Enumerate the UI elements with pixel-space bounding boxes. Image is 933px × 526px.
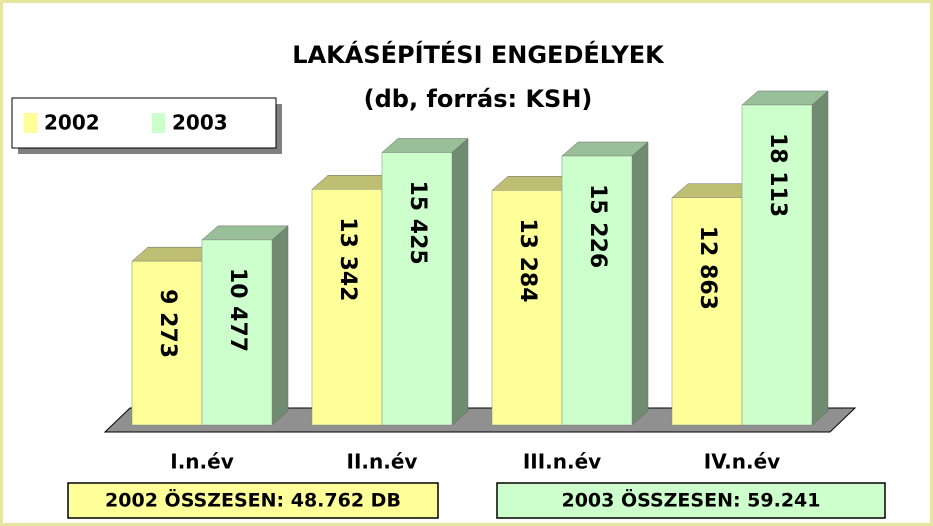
x-tick-label: IV.n.év <box>704 450 780 474</box>
value-label: 10 477 <box>225 268 250 352</box>
bar <box>671 197 743 426</box>
legend-label: 2002 <box>44 111 100 135</box>
value-label: 13 284 <box>515 218 540 302</box>
value-label: 15 226 <box>585 184 610 268</box>
floor <box>103 407 857 433</box>
bar <box>311 189 383 426</box>
x-tick-label: III.n.év <box>523 450 601 474</box>
bar-side <box>811 90 829 426</box>
value-label: 18 113 <box>765 133 790 217</box>
total-label: 2002 ÖSSZESEN: 48.762 DB <box>105 488 401 512</box>
bar <box>561 155 633 426</box>
bar-side <box>271 225 289 426</box>
x-tick-label: I.n.év <box>170 450 233 474</box>
bar-side <box>631 141 649 426</box>
legend-label: 2003 <box>172 111 228 135</box>
bar <box>741 104 813 426</box>
value-label: 12 863 <box>695 226 720 310</box>
value-label: 15 425 <box>405 180 430 264</box>
chart-title: LAKÁSÉPÍTÉSI ENGEDÉLYEK <box>292 40 665 69</box>
total-label: 2003 ÖSSZESEN: 59.241 <box>561 488 820 512</box>
legend-swatch <box>152 113 165 133</box>
total-box <box>496 482 886 519</box>
bar <box>381 152 453 426</box>
bar <box>491 190 563 426</box>
chart-subtitle: (db, forrás: KSH) <box>364 85 593 113</box>
x-tick-label: II.n.év <box>347 450 418 474</box>
legend-swatch <box>24 113 37 133</box>
value-label: 9 273 <box>155 289 180 358</box>
bar <box>131 260 203 426</box>
legend <box>11 97 277 149</box>
bar <box>201 239 273 426</box>
value-label: 13 342 <box>335 217 360 301</box>
total-box <box>67 482 439 519</box>
bar-side <box>451 137 469 426</box>
